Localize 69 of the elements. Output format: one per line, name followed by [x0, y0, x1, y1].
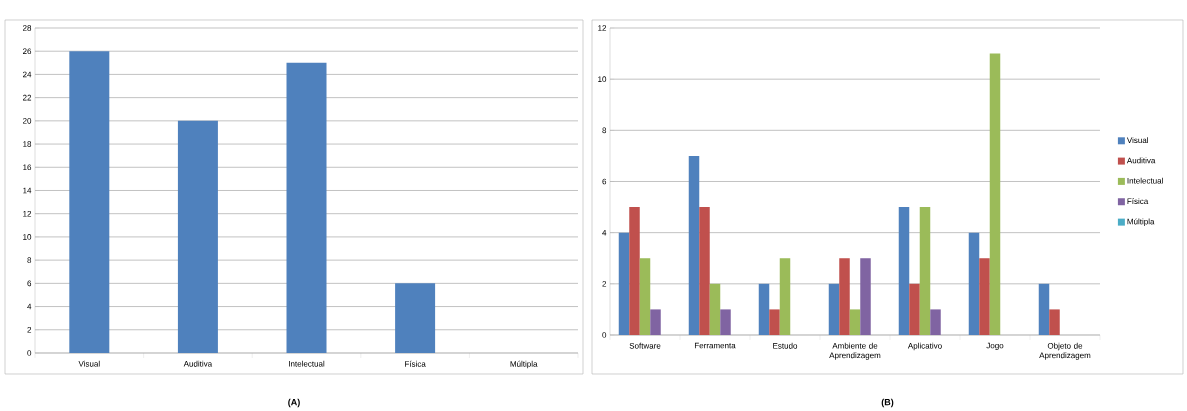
y-tick-label: 20 — [22, 118, 32, 124]
bar — [898, 207, 910, 335]
bar — [629, 207, 640, 335]
text: (A) — [288, 398, 300, 408]
bar — [1049, 309, 1060, 335]
legend-label: Visual — [1126, 137, 1148, 144]
y-tick-label: 10 — [598, 76, 607, 82]
y-tick-label: 4 — [27, 303, 32, 310]
bar — [919, 207, 931, 335]
y-tick-label: 28 — [22, 25, 32, 31]
bar — [286, 62, 327, 353]
bar — [779, 258, 791, 335]
y-tick-label: 6 — [27, 280, 32, 287]
bar — [989, 53, 1001, 335]
x-tick-label: Múltipla — [510, 360, 538, 369]
bar — [968, 232, 980, 335]
bar — [688, 155, 700, 335]
bar — [930, 309, 941, 335]
x-tick-label: Auditiva — [183, 360, 213, 367]
y-tick-label: 24 — [22, 71, 32, 78]
x-tick-label: Visual — [78, 360, 100, 367]
x-tick-label: Objeto de Aprendizagem — [1039, 342, 1091, 360]
y-tick-label: 4 — [602, 229, 607, 236]
bar — [699, 207, 710, 335]
bar — [709, 283, 721, 335]
y-tick-label: 2 — [602, 281, 607, 287]
bar — [979, 258, 990, 335]
y-tick-label: 6 — [602, 178, 607, 185]
bar — [618, 232, 630, 335]
y-tick-label: 12 — [23, 210, 32, 217]
bar — [828, 283, 840, 335]
bar — [909, 283, 920, 335]
y-tick-label: 22 — [22, 94, 32, 101]
bar — [650, 309, 661, 335]
y-tick-label: 16 — [23, 164, 32, 171]
y-tick-label: 26 — [22, 48, 32, 55]
bar — [177, 120, 218, 353]
y-tick-label: 14 — [23, 187, 32, 194]
bar — [1038, 283, 1050, 335]
legend-label: Múltipla — [1127, 218, 1155, 226]
y-tick-label: 2 — [27, 326, 32, 333]
x-tick-label: Intelectual — [289, 360, 325, 367]
x-tick-label: Aplicativo — [907, 342, 942, 351]
text: (B) — [881, 398, 894, 408]
bar — [769, 309, 780, 335]
bar — [69, 51, 110, 353]
x-tick-label: Software — [629, 342, 661, 349]
y-tick-label: 18 — [23, 141, 32, 147]
y-tick-label: 8 — [602, 127, 607, 134]
x-tick-label: Jogo — [986, 342, 1004, 350]
y-tick-label: 10 — [23, 234, 32, 240]
x-tick-label: Ambiente de Aprendizagem — [829, 342, 881, 360]
bar — [720, 309, 731, 335]
bar — [758, 283, 770, 335]
x-tick-label: Ferramenta — [694, 342, 736, 349]
y-tick-label: 8 — [27, 257, 32, 263]
bar — [395, 283, 436, 353]
y-tick-label: 12 — [598, 25, 607, 31]
bar — [639, 258, 651, 335]
y-tick-label: 0 — [27, 350, 32, 356]
bar — [860, 258, 871, 335]
legend-label: Física — [1127, 198, 1149, 205]
bar — [839, 258, 850, 335]
x-tick-label: Física — [405, 360, 426, 367]
legend-label: Auditiva — [1126, 157, 1156, 164]
x-tick-label: Estudo — [773, 342, 798, 349]
y-tick-label: 0 — [602, 332, 607, 338]
legend-label: Intelectual — [1127, 177, 1163, 184]
bar — [849, 309, 861, 335]
